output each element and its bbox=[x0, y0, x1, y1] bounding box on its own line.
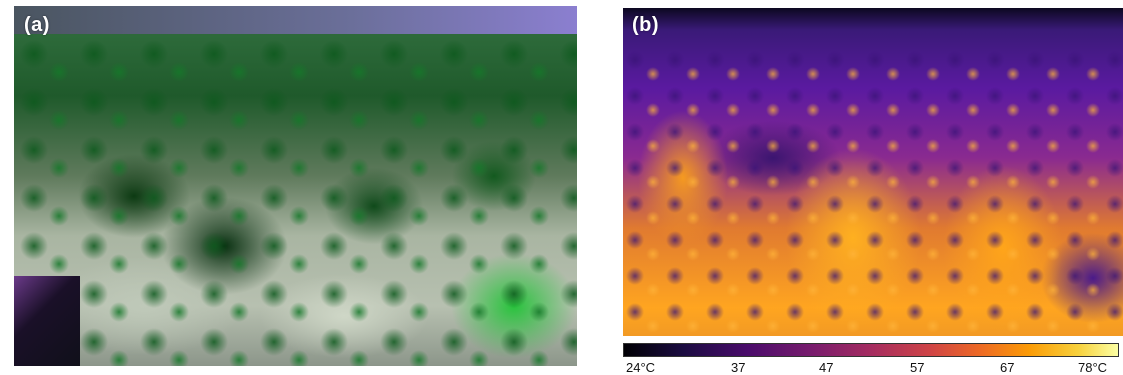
colorbar-tick-label: 78°C bbox=[1078, 360, 1108, 375]
colorbar-tick-label: 24°C bbox=[626, 360, 656, 375]
thermal-forest-image bbox=[623, 8, 1123, 336]
panel-label-a: (a) bbox=[24, 14, 50, 36]
colorbar-tick-label: 37 bbox=[731, 360, 746, 375]
colorbar-tick-label: 47 bbox=[819, 360, 834, 375]
tree-canopy-region bbox=[14, 34, 577, 366]
panel-label-b: (b) bbox=[632, 14, 660, 36]
corner-inset-image bbox=[14, 276, 80, 366]
sky-region bbox=[14, 6, 577, 34]
thermal-texture-region bbox=[623, 48, 1123, 336]
colorbar-tick-label: 67 bbox=[1000, 360, 1015, 375]
temperature-colorbar bbox=[623, 343, 1119, 357]
rgb-forest-photo bbox=[14, 6, 577, 366]
colorbar-tick-label: 57 bbox=[910, 360, 925, 375]
